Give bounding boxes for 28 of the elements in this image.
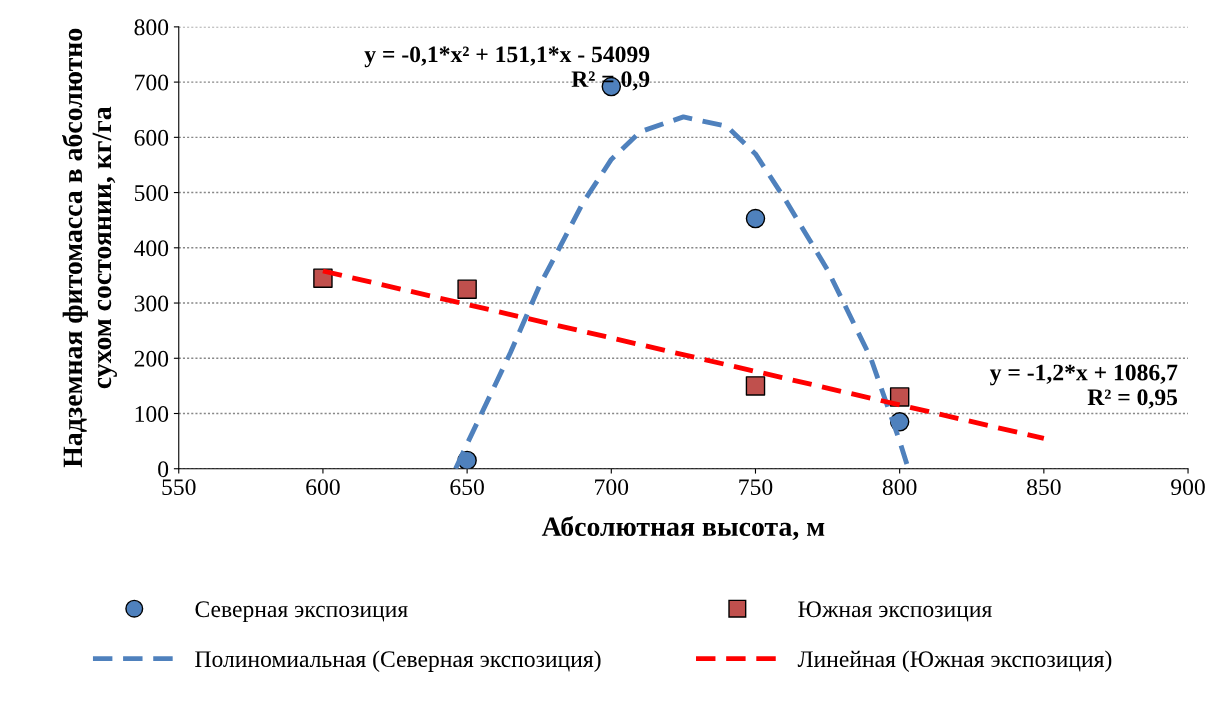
point [745, 208, 766, 229]
y-axis-title: Надземная фитомасса в абсолютно сухом состоянии, кг/га [62, 28, 117, 468]
x-tick-label: 650 [450, 479, 484, 496]
y-tick-label: 500 [134, 185, 169, 201]
y-tick-label: 100 [135, 406, 169, 422]
y-tick-label: 600 [134, 129, 169, 146]
annotation: y = -1,2*x + 1086,7 R² = 0,95 [989, 364, 1178, 409]
y-tick-label: 0 [158, 461, 169, 478]
x-tick-label: 900 [1171, 479, 1205, 496]
y-tick-label: 800 [134, 19, 169, 36]
legend-label: Полиномиальная (Северная экспозиция) [195, 650, 601, 672]
x-tick-label: 700 [595, 479, 629, 496]
x-tick-label: 800 [882, 479, 917, 496]
legend-label: Линейная (Южная экспозиция) [797, 650, 1112, 672]
legend-label: Южная экспозиция [798, 601, 992, 622]
x-tick-label: 850 [1027, 479, 1061, 496]
y-tick-label: 700 [135, 74, 169, 91]
x-tick-label: 750 [739, 479, 773, 496]
y-tick-label: 400 [134, 240, 169, 257]
y-tick-label: 200 [134, 350, 169, 367]
point [745, 376, 766, 396]
y-tick-label: 300 [134, 295, 169, 312]
x-tick-label: 600 [306, 479, 340, 496]
point [457, 279, 477, 299]
legend-label: Северная экспозиция [195, 601, 408, 623]
x-tick-label: 550 [162, 479, 196, 496]
line-series [453, 114, 911, 469]
x-axis-title: Абсолютная высота, м [541, 515, 825, 541]
